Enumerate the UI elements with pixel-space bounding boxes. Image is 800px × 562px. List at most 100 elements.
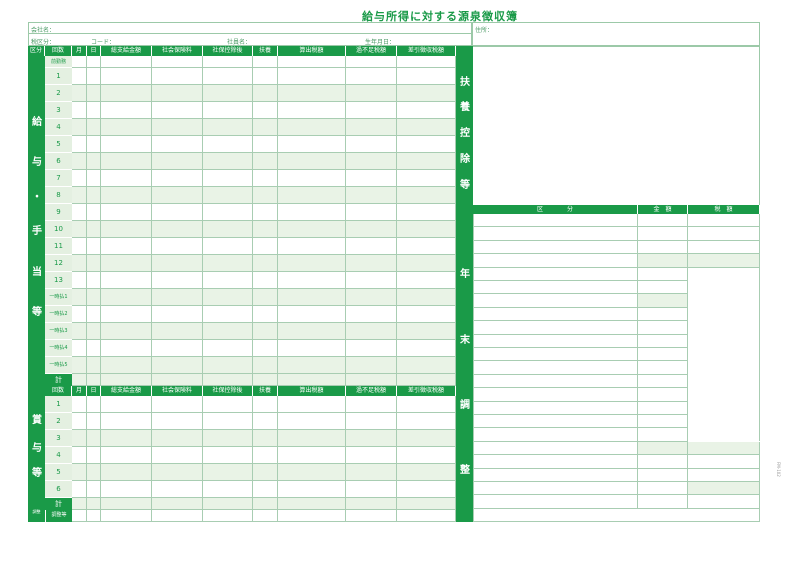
bonus-cell[interactable] [152, 481, 203, 498]
salary-cell[interactable] [397, 187, 456, 204]
salary-cell[interactable] [152, 306, 203, 323]
salary-cell[interactable] [253, 68, 278, 85]
year-end-amount-cell[interactable] [638, 441, 688, 456]
salary-cell[interactable] [397, 221, 456, 238]
salary-cell[interactable] [152, 374, 203, 386]
salary-cell[interactable] [152, 221, 203, 238]
year-end-item-cell[interactable] [473, 348, 638, 362]
salary-cell[interactable] [253, 85, 278, 102]
bonus-cell[interactable] [397, 447, 456, 464]
year-end-amount-cell[interactable] [638, 321, 688, 335]
salary-cell[interactable] [152, 357, 203, 374]
year-end-amount-cell[interactable] [638, 495, 688, 509]
salary-cell[interactable] [72, 136, 87, 153]
salary-cell[interactable] [101, 255, 152, 272]
salary-cell[interactable] [152, 238, 203, 255]
year-end-amount-cell[interactable] [638, 334, 688, 348]
bonus-cell[interactable] [87, 464, 101, 481]
bonus-cell[interactable] [203, 481, 253, 498]
year-end-tax-cell[interactable] [688, 227, 760, 241]
salary-cell[interactable] [87, 374, 101, 386]
bonus-cell[interactable] [101, 498, 152, 510]
salary-cell[interactable] [203, 221, 253, 238]
year-end-amount-cell[interactable] [638, 294, 688, 308]
salary-cell[interactable] [203, 340, 253, 357]
salary-cell[interactable] [87, 204, 101, 221]
bonus-cell[interactable] [278, 464, 346, 481]
salary-cell[interactable] [253, 374, 278, 386]
bonus-cell[interactable] [72, 447, 87, 464]
salary-cell[interactable] [72, 323, 87, 340]
bonus-cell[interactable] [101, 464, 152, 481]
year-end-item-cell[interactable] [473, 281, 638, 295]
bonus-cell[interactable] [152, 498, 203, 510]
salary-cell[interactable] [72, 357, 87, 374]
salary-cell[interactable] [72, 119, 87, 136]
salary-cell[interactable] [72, 204, 87, 221]
salary-cell[interactable] [203, 306, 253, 323]
salary-cell[interactable] [397, 56, 456, 68]
salary-cell[interactable] [253, 272, 278, 289]
salary-cell[interactable] [278, 255, 346, 272]
code-label[interactable]: コード： [91, 39, 116, 46]
salary-cell[interactable] [397, 323, 456, 340]
salary-cell[interactable] [253, 221, 278, 238]
year-end-amount-cell[interactable] [638, 240, 688, 255]
year-end-amount-cell[interactable] [638, 428, 688, 442]
salary-cell[interactable] [101, 136, 152, 153]
salary-cell[interactable] [253, 255, 278, 272]
salary-cell[interactable] [152, 136, 203, 153]
salary-cell[interactable] [152, 204, 203, 221]
year-end-item-cell[interactable] [473, 307, 638, 322]
bonus-cell[interactable] [101, 481, 152, 498]
year-end-tax-cell[interactable] [688, 214, 760, 228]
salary-cell[interactable] [397, 102, 456, 119]
salary-cell[interactable] [346, 221, 397, 238]
salary-cell[interactable] [397, 340, 456, 357]
year-end-amount-cell[interactable] [638, 415, 688, 429]
bonus-cell[interactable] [101, 413, 152, 430]
bonus-cell[interactable] [101, 396, 152, 413]
year-end-item-cell[interactable] [473, 361, 638, 375]
salary-cell[interactable] [253, 119, 278, 136]
bonus-cell[interactable] [278, 481, 346, 498]
salary-cell[interactable] [152, 187, 203, 204]
salary-cell[interactable] [87, 323, 101, 340]
adjust-cell[interactable] [278, 509, 346, 522]
year-end-item-cell[interactable] [473, 388, 638, 402]
salary-cell[interactable] [101, 357, 152, 374]
salary-cell[interactable] [72, 272, 87, 289]
salary-cell[interactable] [278, 272, 346, 289]
salary-cell[interactable] [397, 306, 456, 323]
salary-cell[interactable] [278, 102, 346, 119]
bonus-cell[interactable] [72, 464, 87, 481]
salary-cell[interactable] [203, 119, 253, 136]
bonus-cell[interactable] [346, 447, 397, 464]
bonus-cell[interactable] [397, 396, 456, 413]
salary-cell[interactable] [72, 221, 87, 238]
salary-cell[interactable] [397, 204, 456, 221]
year-end-amount-cell[interactable] [638, 388, 688, 402]
salary-cell[interactable] [101, 306, 152, 323]
year-end-tax-cell[interactable] [688, 441, 760, 456]
bonus-cell[interactable] [253, 430, 278, 447]
bonus-cell[interactable] [203, 396, 253, 413]
salary-cell[interactable] [397, 85, 456, 102]
year-end-item-cell[interactable] [473, 214, 638, 228]
bonus-cell[interactable] [253, 396, 278, 413]
salary-cell[interactable] [346, 255, 397, 272]
bonus-cell[interactable] [72, 413, 87, 430]
tax-class-label[interactable]: 税区分： [31, 39, 56, 46]
salary-cell[interactable] [152, 68, 203, 85]
employee-label[interactable]: 社員名： [227, 39, 252, 46]
year-end-amount-cell[interactable] [638, 267, 688, 281]
salary-cell[interactable] [152, 153, 203, 170]
adjust-cell[interactable] [101, 509, 152, 522]
salary-cell[interactable] [203, 187, 253, 204]
bonus-cell[interactable] [87, 447, 101, 464]
salary-cell[interactable] [253, 187, 278, 204]
year-end-amount-cell[interactable] [638, 401, 688, 415]
salary-cell[interactable] [87, 170, 101, 187]
salary-cell[interactable] [72, 153, 87, 170]
year-end-tax-cell[interactable] [688, 482, 760, 496]
